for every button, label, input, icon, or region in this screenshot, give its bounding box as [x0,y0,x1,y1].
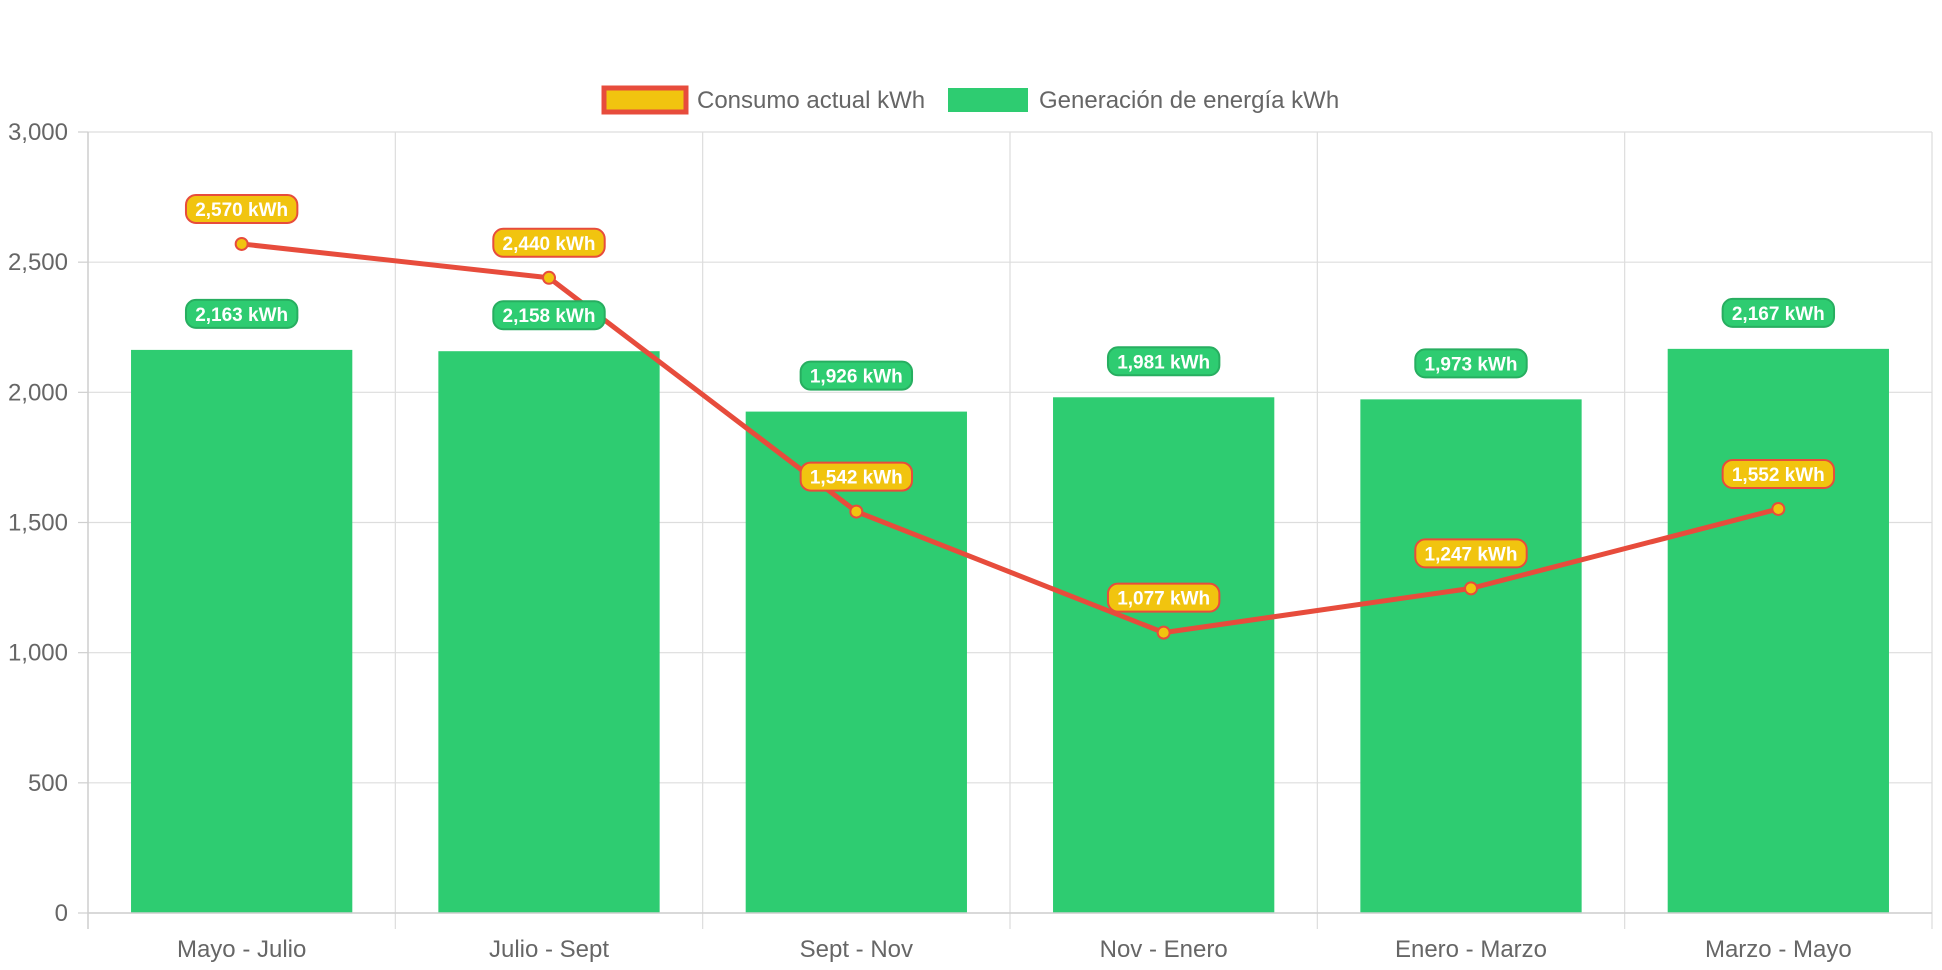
label-generacion-bg [184,298,299,329]
label-generacion: 2,167 kWh [1721,297,1836,328]
label-consumo: 1,077 kWh [1106,582,1221,613]
label-generacion: 1,926 kWh [799,360,914,391]
x-tick-label: Enero - Marzo [1395,936,1547,963]
label-consumo-bg [1414,538,1528,569]
grid [87,131,1933,929]
point-consumo[interactable] [542,270,556,285]
label-generacion-bg [799,360,914,391]
legend-item-generacion[interactable]: Generación de energía kWh [948,87,1339,114]
point-consumo[interactable] [1464,581,1478,596]
legend-label-generacion: Generación de energía kWh [1039,87,1339,114]
label-generacion-bg [492,300,606,331]
bar-generacion[interactable] [438,351,660,913]
y-tick-label: 2,000 [8,379,68,406]
label-generacion-bg [1106,346,1221,377]
legend-item-consumo[interactable]: Consumo actual kWh [601,85,925,115]
label-generacion-text: 1,973 kWh [1425,354,1518,375]
label-generacion: 2,163 kWh [184,298,299,329]
label-consumo: 2,440 kWh [492,227,606,258]
point-consumo[interactable] [1771,501,1786,516]
label-generacion: 2,158 kWh [492,300,606,331]
x-tick-label: Julio - Sept [489,936,609,963]
label-consumo-text: 1,552 kWh [1732,465,1825,486]
y-tick-label: 3,000 [8,119,68,146]
x-tick-label: Mayo - Julio [177,936,306,963]
bar-generacion[interactable] [131,349,353,913]
legend-swatch-generacion [948,88,1028,112]
label-generacion-bg [1721,297,1836,328]
label-generacion-text: 2,158 kWh [503,306,596,327]
label-consumo: 2,570 kWh [184,193,299,224]
label-generacion: 1,981 kWh [1106,346,1221,377]
bar-generacion[interactable] [1667,348,1889,913]
label-generacion-bg [1414,348,1528,379]
bar-generacion[interactable] [1053,397,1275,913]
legend: Consumo actual kWh Generación de energía… [601,85,1339,115]
y-tick-label: 500 [28,770,68,797]
data-labels: 2,163 kWh 2,158 kWh 1,926 kWh 1,981 kWh 1,97… [184,193,1836,613]
legend-label-consumo: Consumo actual kWh [697,87,925,114]
line-consumo [241,241,1779,636]
label-consumo-text: 2,440 kWh [503,234,596,255]
label-consumo-bg [799,461,914,492]
label-consumo: 1,247 kWh [1414,538,1528,569]
bars [131,348,1889,914]
axes: 0 500 1,000 1,500 2,000 2,500 3,000 Mayo - Juli… [8,119,1932,963]
label-consumo-bg [1106,582,1221,613]
point-consumo[interactable] [234,236,249,251]
y-tick-label: 2,500 [8,249,68,276]
label-consumo: 1,542 kWh [799,461,914,492]
label-generacion-text: 1,926 kWh [810,367,903,388]
label-consumo-bg [492,227,606,258]
y-tick-label: 1,500 [8,510,68,537]
label-consumo-text: 1,542 kWh [810,468,903,489]
label-consumo-text: 1,247 kWh [1425,544,1518,565]
bar-generacion[interactable] [745,411,967,913]
x-tick-label: Sept - Nov [800,936,913,963]
label-generacion-text: 1,981 kWh [1117,352,1210,373]
legend-swatch-consumo [601,85,689,115]
label-consumo-bg [1721,458,1836,489]
label-generacion-text: 2,167 kWh [1732,304,1825,325]
bar-generacion[interactable] [1360,399,1582,914]
label-consumo-bg [184,193,299,224]
label-generacion: 1,973 kWh [1414,348,1528,379]
x-tick-label: Marzo - Mayo [1705,936,1852,963]
label-consumo: 1,552 kWh [1721,458,1836,489]
point-consumo[interactable] [849,504,864,519]
point-consumo[interactable] [1156,625,1171,640]
label-consumo-text: 2,570 kWh [195,200,288,221]
x-tick-label: Nov - Enero [1100,936,1228,963]
label-consumo-text: 1,077 kWh [1117,589,1210,610]
y-tick-label: 1,000 [8,640,68,667]
y-tick-label: 0 [55,900,68,927]
label-generacion-text: 2,163 kWh [195,305,288,326]
consumption-line [234,236,1786,640]
